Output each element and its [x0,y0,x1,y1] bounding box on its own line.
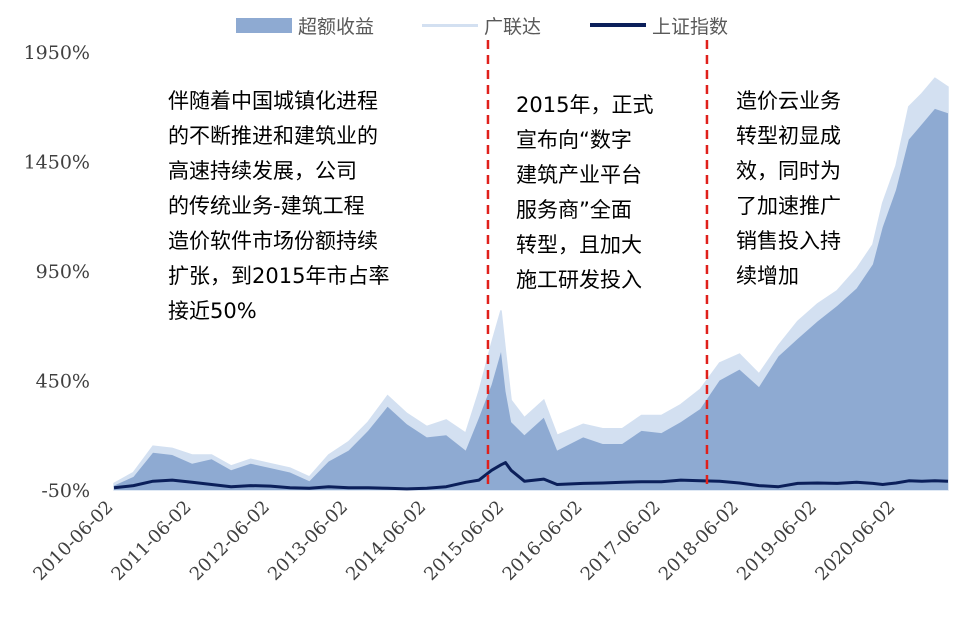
legend-swatch-line [422,23,478,27]
annotation-line: 施工研发投入 [516,268,642,292]
annotation-line: 造价软件市场份额持续 [168,229,378,253]
legend-item-glodon: 广联达 [422,10,541,40]
x-tick-label: 2016-06-02 [499,497,587,585]
series-sse-index-line [113,461,949,491]
x-tick-label: 2012-06-02 [186,497,274,585]
y-tick-label: -50% [41,480,90,502]
annotation-line: 接近50% [168,299,257,323]
x-tick-label: 2019-06-02 [733,497,821,585]
y-tick-label: 1450% [24,152,90,174]
series-group [113,77,949,491]
annotation-line: 宣布向“数字 [516,128,632,152]
y-tick-label: 950% [36,261,90,283]
y-tick-label: 1950% [24,42,90,64]
annotation-line: 续增加 [736,264,799,288]
x-tick-label: 2018-06-02 [655,497,743,585]
annotation-line: 2015年，正式 [516,93,654,117]
legend-swatch-area [236,17,292,33]
annotation-line: 的传统业务-建筑工程 [168,194,365,218]
legend-item-excess: 超额收益 [236,10,374,40]
annotation-line: 造价云业务 [736,89,841,113]
annotation-line: 服务商”全面 [516,198,632,222]
annotation-line: 了加速推广 [736,194,841,218]
legend: 超额收益 广联达 上证指数 [0,10,961,40]
annotation-line: 的不断推进和建筑业的 [168,124,378,148]
annotation-traditional-business: 伴随着中国城镇化进程 的不断推进和建筑业的 高速持续发展，公司 的传统业务-建筑… [168,84,389,329]
legend-item-sse: 上证指数 [590,10,728,40]
annotation-line: 高速持续发展，公司 [168,159,357,183]
x-tick-label: 2013-06-02 [264,497,352,585]
x-tick-label: 2015-06-02 [420,497,508,585]
x-tick-labels: 2010-06-022011-06-022012-06-022013-06-02… [29,497,899,585]
annotation-cloud-business: 造价云业务 转型初显成 效，同时为 了加速推广 销售投入持 续增加 [736,84,841,294]
annotation-line: 转型初显成 [736,124,841,148]
annotation-line: 建筑产业平台 [516,163,642,187]
legend-label: 广联达 [484,15,542,38]
annotation-line: 销售投入持 [736,229,841,253]
legend-swatch-line [590,23,646,27]
y-tick-labels: 1950% 1450% 950% 450% -50% [24,42,90,502]
annotation-line: 效，同时为 [736,159,841,183]
annotation-line: 转型，且加大 [516,233,642,257]
annotation-line: 伴随着中国城镇化进程 [168,89,378,113]
x-tick-label: 2014-06-02 [342,497,430,585]
x-tick-label: 2011-06-02 [107,497,195,585]
annotation-line: 扩张，到2015年市占率 [168,264,390,288]
legend-label: 超额收益 [298,15,375,38]
y-tick-label: 450% [36,371,90,393]
x-tick-label: 2010-06-02 [29,497,117,585]
annotation-2015-transformation: 2015年，正式 宣布向“数字 建筑产业平台 服务商”全面 转型，且加大 施工研… [516,88,653,298]
x-tick-label: 2017-06-02 [577,497,665,585]
legend-label: 上证指数 [652,15,729,38]
x-tick-label: 2020-06-02 [811,497,899,585]
series-excess-return-area [114,108,948,491]
